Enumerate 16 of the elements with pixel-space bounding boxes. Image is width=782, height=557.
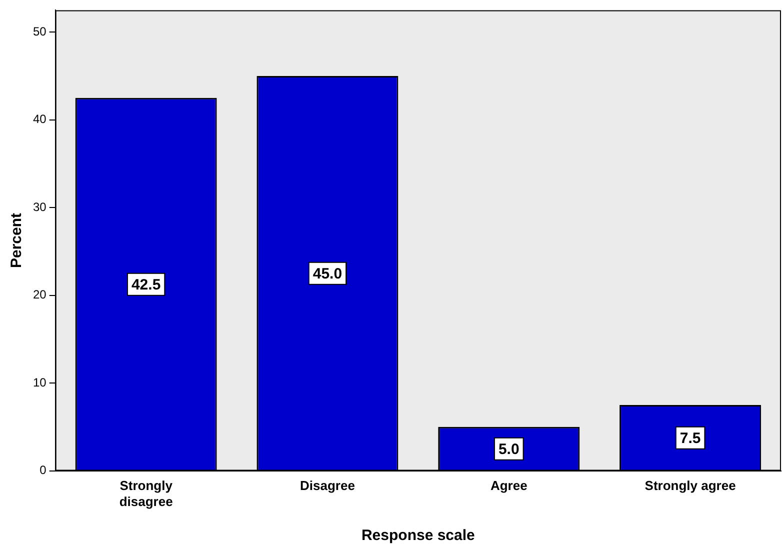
data-label: 42.5 [131, 276, 161, 294]
x-tick-label: Strongly agree [644, 478, 736, 494]
data-label: 45.0 [312, 266, 342, 283]
x-tick-label: Disagree [300, 478, 355, 494]
y-tick-label: 20 [32, 288, 47, 302]
y-tick-label: 40 [32, 112, 47, 126]
y-tick-label: 30 [32, 200, 47, 214]
y-tick-label: 10 [32, 375, 47, 390]
data-label: 5.0 [498, 441, 520, 458]
x-tick-label: Strongly disagree [119, 478, 174, 509]
x-tick-label: Agree [490, 478, 528, 494]
y-tick-label: 50 [32, 24, 47, 38]
y-axis-title: Percent [8, 212, 26, 268]
x-axis-title: Response scale [361, 527, 475, 544]
data-label: 7.5 [680, 430, 701, 448]
y-tick-label: 0 [40, 463, 47, 478]
